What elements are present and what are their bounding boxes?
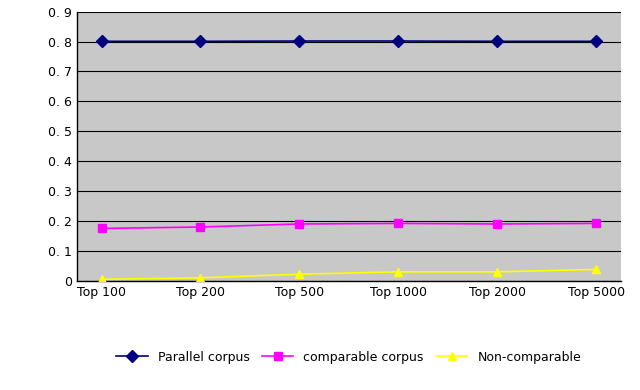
comparable corpus: [493, 222, 501, 226]
Non-comparable: [296, 272, 303, 277]
comparable corpus: [196, 225, 204, 229]
Parallel corpus: [394, 39, 402, 43]
Non-comparable: [493, 269, 501, 274]
Non-comparable: [592, 267, 600, 272]
Parallel corpus: [296, 39, 303, 43]
Non-comparable: [98, 277, 106, 282]
comparable corpus: [394, 221, 402, 226]
Line: Parallel corpus: Parallel corpus: [97, 37, 600, 46]
Parallel corpus: [493, 39, 501, 44]
comparable corpus: [592, 221, 600, 226]
comparable corpus: [98, 226, 106, 231]
comparable corpus: [296, 222, 303, 226]
Non-comparable: [394, 269, 402, 274]
Line: Non-comparable: Non-comparable: [97, 265, 600, 284]
Non-comparable: [196, 275, 204, 280]
Legend: Parallel corpus, comparable corpus, Non-comparable: Parallel corpus, comparable corpus, Non-…: [111, 346, 586, 369]
Parallel corpus: [196, 39, 204, 44]
Line: comparable corpus: comparable corpus: [97, 219, 600, 233]
Parallel corpus: [98, 39, 106, 44]
Parallel corpus: [592, 39, 600, 44]
